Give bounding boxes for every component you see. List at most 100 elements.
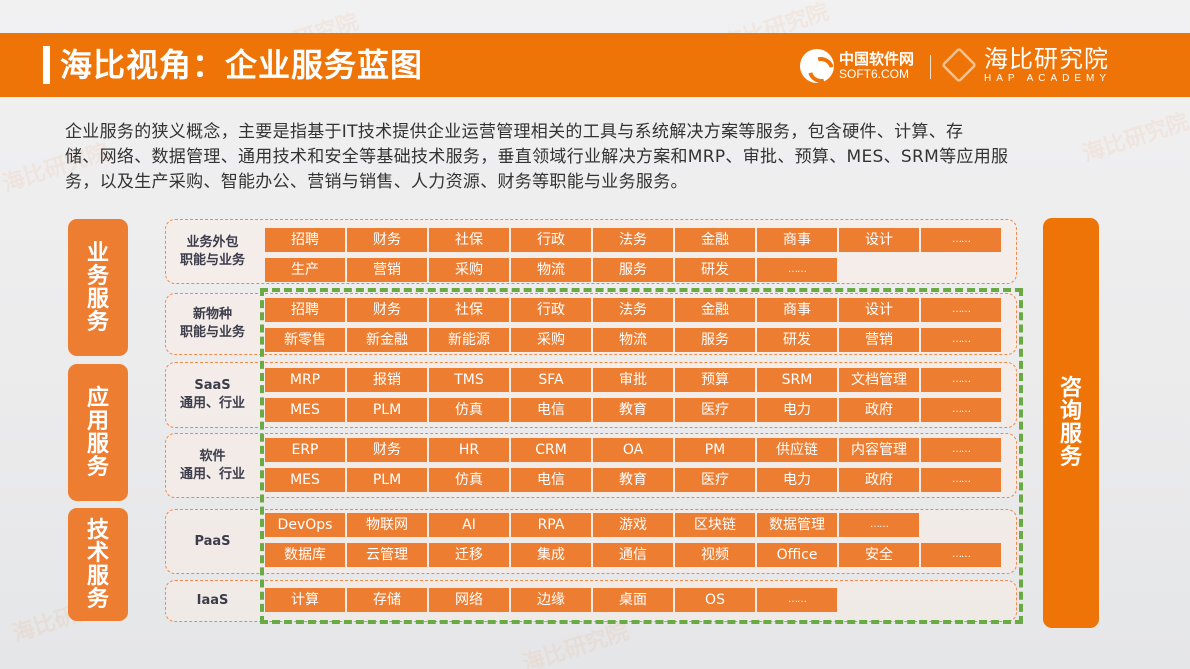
service-cell: 政府 <box>839 468 919 492</box>
group-label-saas: SaaS 通用、行业 <box>165 362 260 428</box>
service-cell: 边缘 <box>511 588 591 612</box>
group-label-iaas: IaaS <box>165 580 260 622</box>
group-label-line: 通用、行业 <box>179 396 245 411</box>
header-bar: 海比视角：企业服务蓝图 中国软件网 SOFT6.COM 海比研究院 HAP AC… <box>0 33 1190 97</box>
service-cell: 商事 <box>757 228 837 252</box>
service-cell: PLM <box>347 398 427 422</box>
service-cell: 仿真 <box>429 398 509 422</box>
soft6-logo: 中国软件网 SOFT6.COM <box>800 49 914 83</box>
service-cell: 新金融 <box>347 328 427 352</box>
service-cell: 物流 <box>511 258 591 282</box>
service-cell: 金融 <box>675 298 755 322</box>
service-cell: 计算 <box>265 588 345 612</box>
service-cell: MES <box>265 398 345 422</box>
service-cell: 游戏 <box>593 513 673 537</box>
service-cell: …… <box>921 298 1001 322</box>
service-cell: 内容管理 <box>839 438 919 462</box>
service-cell: 设计 <box>839 298 919 322</box>
service-cell: 财务 <box>347 298 427 322</box>
group-label-line: 软件 <box>199 448 226 464</box>
service-cell: 医疗 <box>675 398 755 422</box>
service-cell: …… <box>839 513 919 537</box>
hap-academy-logo: 海比研究院 HAP ACADEMY <box>940 45 1112 84</box>
service-cell: 数据库 <box>265 543 345 567</box>
service-cell: 社保 <box>429 228 509 252</box>
category-label: 技术服务 <box>86 517 109 612</box>
service-cell: DevOps <box>265 513 345 537</box>
hap-logo-en: HAP ACADEMY <box>984 73 1112 84</box>
group-label-new-species: 新物种 职能与业务 <box>165 293 260 355</box>
service-cell: 区块链 <box>675 513 755 537</box>
service-cell: 服务 <box>675 328 755 352</box>
service-cell: PM <box>675 438 755 462</box>
service-cell: 营销 <box>347 258 427 282</box>
service-cell: 研发 <box>675 258 755 282</box>
service-cell: 教育 <box>593 468 673 492</box>
hap-cube-icon <box>940 46 978 83</box>
service-cell: 招聘 <box>265 228 345 252</box>
service-cell: RPA <box>511 513 591 537</box>
service-cell: 社保 <box>429 298 509 322</box>
service-cell: HR <box>429 438 509 462</box>
service-cell: …… <box>757 258 837 282</box>
service-cell: 法务 <box>593 298 673 322</box>
group-label-outsourcing: 业务外包 职能与业务 <box>165 219 260 284</box>
service-cell: 教育 <box>593 398 673 422</box>
intro-paragraph: 企业服务的狭义概念，主要是指基于IT技术提供企业运营管理相关的工具与系统解决方案… <box>65 120 1125 195</box>
service-cell: …… <box>921 368 1001 392</box>
service-cell: …… <box>921 328 1001 352</box>
category-label: 应用服务 <box>86 385 109 480</box>
service-cell: ERP <box>265 438 345 462</box>
service-cell: 营销 <box>839 328 919 352</box>
service-cell: 研发 <box>757 328 837 352</box>
service-cell: 商事 <box>757 298 837 322</box>
service-cell: OS <box>675 588 755 612</box>
service-cell: 供应链 <box>757 438 837 462</box>
service-cell: 新能源 <box>429 328 509 352</box>
group-label-line: PaaS <box>194 533 231 549</box>
soft6-logo-en: SOFT6.COM <box>839 66 910 81</box>
service-cell: …… <box>921 398 1001 422</box>
soft6-logo-cn: 中国软件网 <box>839 49 915 68</box>
service-cell: 电力 <box>757 398 837 422</box>
service-cell: 服务 <box>593 258 673 282</box>
service-cell: Office <box>757 543 837 567</box>
service-cell: OA <box>593 438 673 462</box>
service-cell: CRM <box>511 438 591 462</box>
service-cell: 审批 <box>593 368 673 392</box>
service-cell: 存储 <box>347 588 427 612</box>
service-cell: …… <box>921 468 1001 492</box>
service-cell: AI <box>429 513 509 537</box>
intro-line: 储、网络、数据管理、通用技术和安全等基础技术服务，垂直领域行业解决方案和MRP、… <box>65 147 1009 167</box>
group-label-line: 职能与业务 <box>179 252 245 268</box>
service-cell: 物流 <box>593 328 673 352</box>
service-cell: SRM <box>757 368 837 392</box>
service-cell: 采购 <box>429 258 509 282</box>
service-cell: 财务 <box>347 438 427 462</box>
service-cell: 法务 <box>593 228 673 252</box>
group-label-paas: PaaS <box>165 509 260 574</box>
service-cell: MRP <box>265 368 345 392</box>
service-cell: 采购 <box>511 328 591 352</box>
service-cell: 电信 <box>511 468 591 492</box>
service-cell: 设计 <box>839 228 919 252</box>
group-box-iaas <box>165 580 1017 622</box>
hap-logo-cn: 海比研究院 <box>984 45 1109 73</box>
group-label-line: 通用、行业 <box>179 466 245 482</box>
service-cell: 视频 <box>675 543 755 567</box>
category-application-services: 应用服务 <box>68 364 128 501</box>
service-cell: …… <box>921 438 1001 462</box>
service-cell: 财务 <box>347 228 427 252</box>
service-cell: 报销 <box>347 368 427 392</box>
new-species-highlight-box <box>260 288 1023 624</box>
service-cell: MES <box>265 468 345 492</box>
group-label-software: 软件 通用、行业 <box>165 433 260 498</box>
service-cell: TMS <box>429 368 509 392</box>
service-cell: 电力 <box>757 468 837 492</box>
group-label-line: 新物种 <box>192 307 232 322</box>
service-cell: …… <box>921 228 1001 252</box>
logo-divider <box>930 55 931 79</box>
service-cell: 集成 <box>511 543 591 567</box>
soft6-logo-icon <box>800 49 834 83</box>
group-label-line: 业务外包 <box>186 234 239 250</box>
